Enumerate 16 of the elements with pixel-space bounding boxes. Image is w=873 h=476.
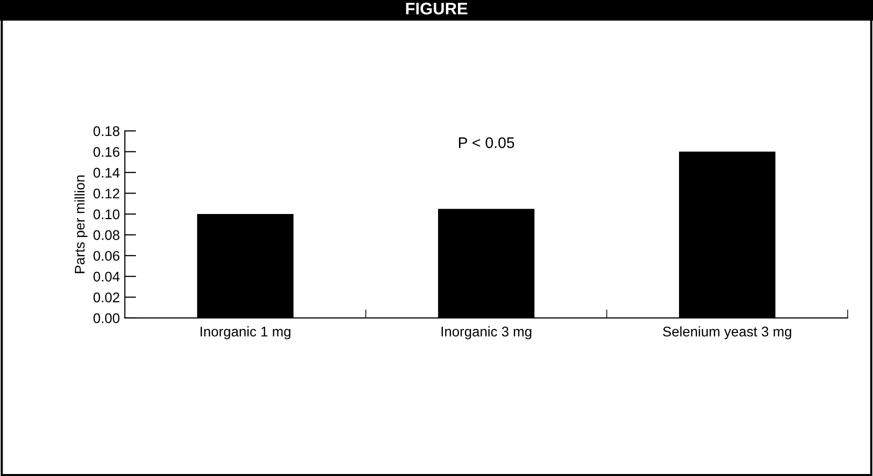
y-tick-label: 0.16: [93, 147, 120, 157]
chart-title: FIGURE: [406, 2, 468, 14]
y-tick-label: 0.00: [93, 313, 120, 324]
x-tick-label: Inorganic 1 mg: [200, 326, 290, 340]
y-tick-label: 0.10: [93, 209, 120, 220]
y-tick-label: 0.02: [93, 292, 120, 302]
y-axis-title: Parts per million: [74, 176, 88, 274]
y-tick-label: 0.08: [93, 230, 120, 240]
y-tick-label: 0.06: [93, 250, 120, 261]
y-tick-label: 0.18: [93, 126, 120, 136]
x-tick-label: Selenium yeast 3 mg: [663, 326, 792, 340]
x-tick-label: Inorganic 3 mg: [442, 326, 532, 340]
y-tick-label: 0.14: [93, 168, 120, 178]
y-tick-label: 0.04: [93, 272, 120, 282]
annotation: P < 0.05: [458, 137, 514, 148]
y-tick-label: 0.12: [93, 188, 120, 198]
